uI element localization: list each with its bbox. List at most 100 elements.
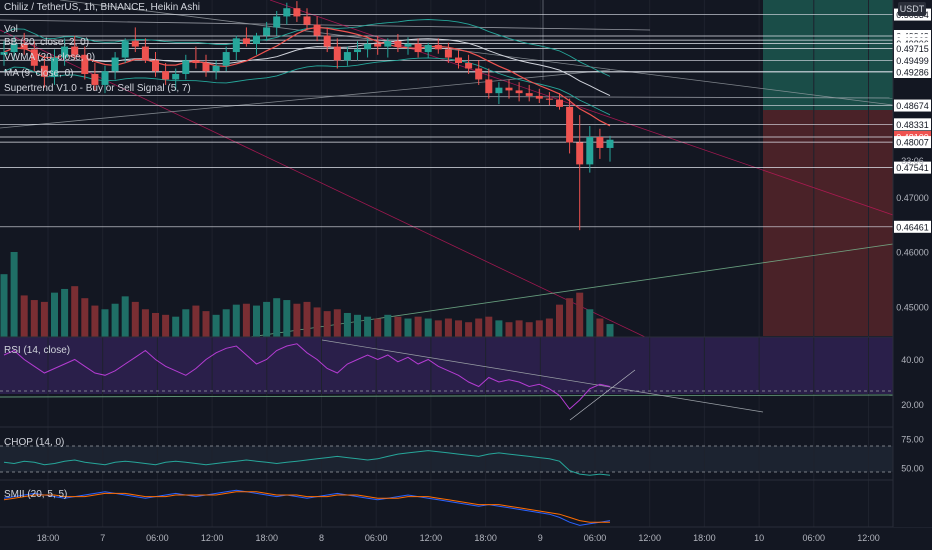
candle-body	[444, 49, 452, 58]
legend-rsi[interactable]: RSI (14, close)	[4, 345, 71, 356]
candle-body	[566, 106, 574, 143]
candle-body	[606, 139, 614, 148]
legend-chop[interactable]: CHOP (14, 0)	[4, 437, 65, 448]
volume-bar	[343, 312, 351, 337]
time-tick-label: 18:00	[693, 533, 716, 543]
candle-body	[505, 87, 513, 91]
legend-smii[interactable]: SMII (20, 5, 5)	[4, 489, 68, 500]
candle-body	[273, 16, 281, 28]
candle-body	[303, 16, 311, 25]
time-tick-label: 06:00	[365, 533, 388, 543]
chop-tick-label: 50.00	[901, 464, 924, 474]
candle-body	[222, 52, 230, 66]
smii-line	[3, 491, 610, 523]
volume-bar	[535, 320, 543, 337]
candle-body	[576, 142, 584, 165]
candle-body	[596, 136, 604, 148]
volume-bar	[293, 303, 301, 337]
volume-bar	[333, 309, 341, 337]
rsi-band	[0, 337, 893, 394]
volume-bar	[91, 305, 99, 337]
candle-body	[384, 41, 392, 47]
volume-bar	[404, 318, 412, 337]
volume-bar	[10, 252, 18, 337]
long-position-profit-zone[interactable]	[763, 0, 893, 110]
price-axis[interactable]	[893, 0, 932, 527]
price-level-label: 0.48674	[896, 101, 929, 111]
candle-body	[455, 57, 462, 64]
volume-bar	[505, 322, 513, 337]
price-level-tag	[894, 118, 931, 131]
candle-body	[434, 44, 442, 50]
price-tick-label: 0.46000	[896, 248, 929, 258]
volume-bar	[111, 303, 119, 337]
time-tick-label: 06:00	[803, 533, 826, 543]
candle-body	[242, 38, 250, 44]
candle-body	[586, 136, 594, 165]
candle-body	[545, 98, 553, 100]
candle-body	[495, 87, 503, 94]
price-level-tag	[894, 66, 931, 79]
rsi-trendline	[0, 394, 894, 398]
candle-body	[40, 65, 48, 77]
price-level-label: 0.49499	[896, 56, 929, 66]
volume-bar	[212, 314, 220, 337]
price-level-label: 0.49715	[896, 44, 929, 54]
volume-bar	[313, 307, 321, 337]
price-tick-label: 0.45000	[896, 302, 929, 312]
volume-bar	[545, 318, 553, 337]
price-level-tag	[894, 220, 931, 233]
volume-bar	[323, 311, 331, 337]
time-tick-label: 18:00	[474, 533, 497, 543]
price-level-label: 0.48007	[896, 138, 929, 148]
volume-bar	[475, 318, 483, 337]
legend-supertrend[interactable]: Supertrend V1.0 - Buy or Sell Signal (5,…	[4, 83, 191, 94]
time-axis-labels: 18:00 7 06:00 12:00 18:00 8 06:00 12:00 18:00 9 06…	[37, 533, 880, 543]
volume-bar	[0, 274, 8, 337]
candle-body	[10, 43, 18, 53]
volume-bar	[434, 320, 442, 337]
time-tick-label: 18:00	[256, 533, 279, 543]
legend-vwma[interactable]: VWMA (20, close, 0)	[4, 52, 96, 63]
candle-body	[323, 35, 331, 47]
candle-body	[141, 46, 149, 61]
candle-body	[30, 49, 38, 66]
volume-bar	[20, 295, 28, 337]
volume-bar	[30, 300, 38, 337]
candle-body	[354, 49, 361, 53]
symbol-title[interactable]: Chiliz / TetherUS, 1h, BINANCE, Heikin A…	[4, 2, 201, 13]
rsi-trendline	[321, 339, 764, 413]
volume-bar	[364, 316, 372, 337]
volume-bar	[71, 286, 79, 337]
volume-bar	[232, 304, 240, 337]
smii-pane	[3, 489, 611, 526]
candle-body	[465, 63, 473, 69]
volume-bar	[131, 301, 139, 337]
price-level-tag	[894, 42, 931, 55]
price-level-tag	[894, 99, 931, 112]
currency-tag[interactable]	[898, 2, 926, 16]
volume-bar	[283, 300, 291, 337]
time-tick-label: 12:00	[857, 533, 880, 543]
candlesticks[interactable]	[0, 1, 614, 231]
volume-bar	[424, 318, 432, 337]
volume-bar	[354, 314, 361, 337]
candle-body	[61, 46, 69, 58]
candle-body	[394, 41, 402, 47]
volume-bar	[242, 303, 250, 337]
candle-body	[202, 63, 210, 72]
candle-body	[51, 57, 58, 77]
currency-label: USDT	[900, 4, 925, 14]
trendline	[0, 94, 894, 99]
candle-body	[556, 99, 563, 107]
legend-ma[interactable]: MA (9, close, 0)	[4, 68, 74, 79]
candle-body	[20, 43, 28, 50]
legend-bb[interactable]: BB (20, close, 2, 0)	[4, 37, 90, 48]
candle-body	[0, 52, 8, 55]
candle-body	[232, 38, 240, 53]
time-tick-label: 7	[100, 533, 105, 543]
volume-bar	[101, 309, 109, 337]
long-position-loss-zone[interactable]	[763, 110, 893, 336]
legend-vol[interactable]: Vol	[4, 24, 18, 35]
